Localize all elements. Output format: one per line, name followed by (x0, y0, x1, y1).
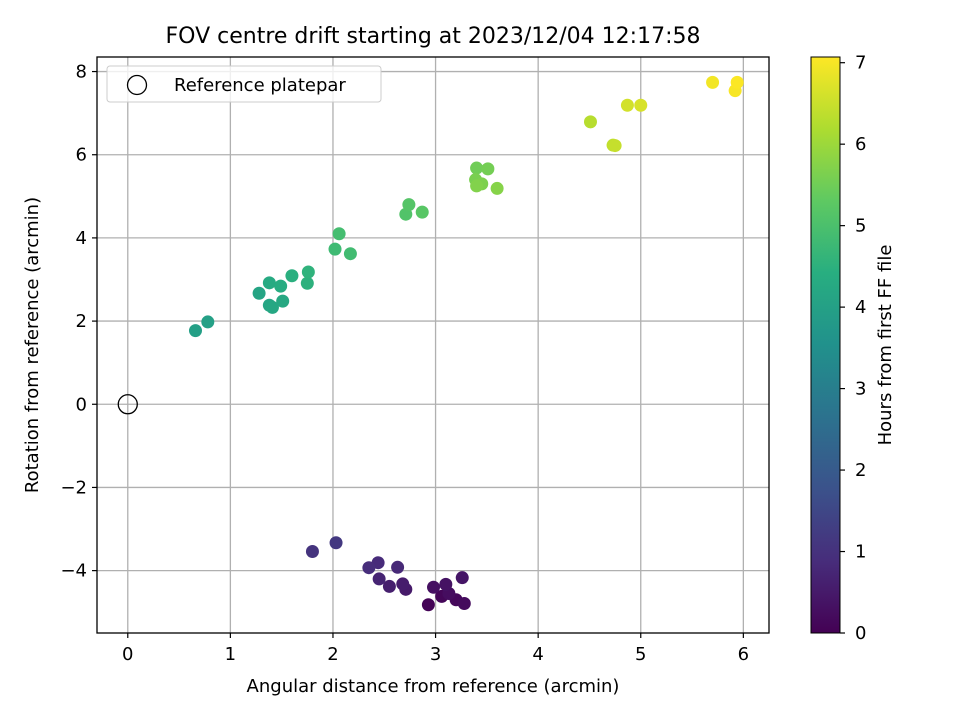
y-tick-label: −4 (60, 561, 87, 582)
grid (97, 57, 769, 633)
y-axis-label: Rotation from reference (arcmin) (22, 197, 43, 493)
colorbar-tick-label: 5 (855, 216, 866, 237)
colorbar-label: Hours from first FF file (875, 245, 896, 446)
data-point (481, 162, 495, 176)
plot-frame (96, 56, 770, 634)
data-point (332, 227, 346, 241)
reference-marker-group (117, 394, 138, 415)
x-tick-label: 4 (532, 644, 543, 665)
x-tick-label: 3 (430, 644, 441, 665)
legend-marker-reference (126, 74, 148, 96)
data-point (382, 579, 396, 593)
y-tick-label: 0 (76, 394, 87, 415)
chart-title: FOV centre drift starting at 2023/12/04 … (166, 24, 701, 49)
x-tick-label: 6 (738, 644, 749, 665)
x-tick-label: 5 (635, 644, 646, 665)
data-point (396, 577, 410, 591)
data-point (470, 179, 484, 193)
colorbar-gradient (810, 56, 841, 634)
data-point (265, 300, 279, 314)
data-point (305, 544, 319, 558)
colorbar-tick-label: 6 (855, 134, 866, 155)
x-axis-label: Angular distance from reference (arcmin) (247, 676, 620, 697)
reference-marker (117, 394, 138, 415)
data-point (362, 561, 376, 575)
data-point (470, 161, 484, 175)
colorbar-tick-label: 1 (855, 542, 866, 563)
data-point (608, 139, 622, 153)
colorbar-tick-label: 0 (855, 623, 866, 644)
data-point (276, 294, 290, 308)
colorbar-tick-label: 4 (855, 297, 866, 318)
data-point (730, 75, 744, 89)
data-point (583, 115, 597, 129)
data-point (188, 324, 202, 338)
data-point (439, 577, 453, 591)
data-point (706, 75, 720, 89)
data-point (455, 571, 469, 585)
data-point (300, 276, 314, 290)
data-point (620, 98, 634, 112)
data-point (328, 242, 342, 256)
data-point (274, 279, 288, 293)
data-point (415, 205, 429, 219)
y-axis-ticks: −4 −2 0 2 4 6 8 (60, 62, 97, 582)
y-tick-label: 6 (76, 145, 87, 166)
y-tick-label: −2 (60, 477, 87, 498)
x-tick-label: 1 (225, 644, 236, 665)
y-tick-label: 8 (76, 62, 87, 83)
data-point (402, 198, 416, 212)
data-point (329, 536, 343, 550)
data-point (285, 269, 299, 283)
y-tick-label: 2 (76, 311, 87, 332)
data-point (457, 596, 471, 610)
data-point (301, 265, 315, 279)
legend-box (106, 65, 382, 103)
x-tick-label: 2 (327, 644, 338, 665)
data-point (201, 315, 215, 329)
data-point (372, 572, 386, 586)
colorbar-tick-label: 2 (855, 460, 866, 481)
data-point (634, 98, 648, 112)
legend: Reference platepar (106, 65, 382, 103)
data-points (188, 75, 744, 612)
colorbar: 0 1 2 3 4 5 6 7 Hours from first FF file (810, 53, 896, 644)
data-point (343, 247, 357, 261)
data-point (391, 560, 405, 574)
data-point (252, 286, 266, 300)
data-point (490, 181, 504, 195)
data-point (262, 276, 276, 290)
data-point (427, 580, 441, 594)
x-axis-ticks: 0 1 2 3 4 5 6 (122, 633, 749, 665)
y-tick-label: 4 (76, 228, 87, 249)
data-point (421, 598, 435, 612)
colorbar-ticks: 0 1 2 3 4 5 6 7 (840, 53, 866, 644)
colorbar-tick-label: 7 (855, 53, 866, 74)
legend-label-reference: Reference platepar (174, 75, 346, 96)
x-tick-label: 0 (122, 644, 133, 665)
colorbar-tick-label: 3 (855, 379, 866, 400)
